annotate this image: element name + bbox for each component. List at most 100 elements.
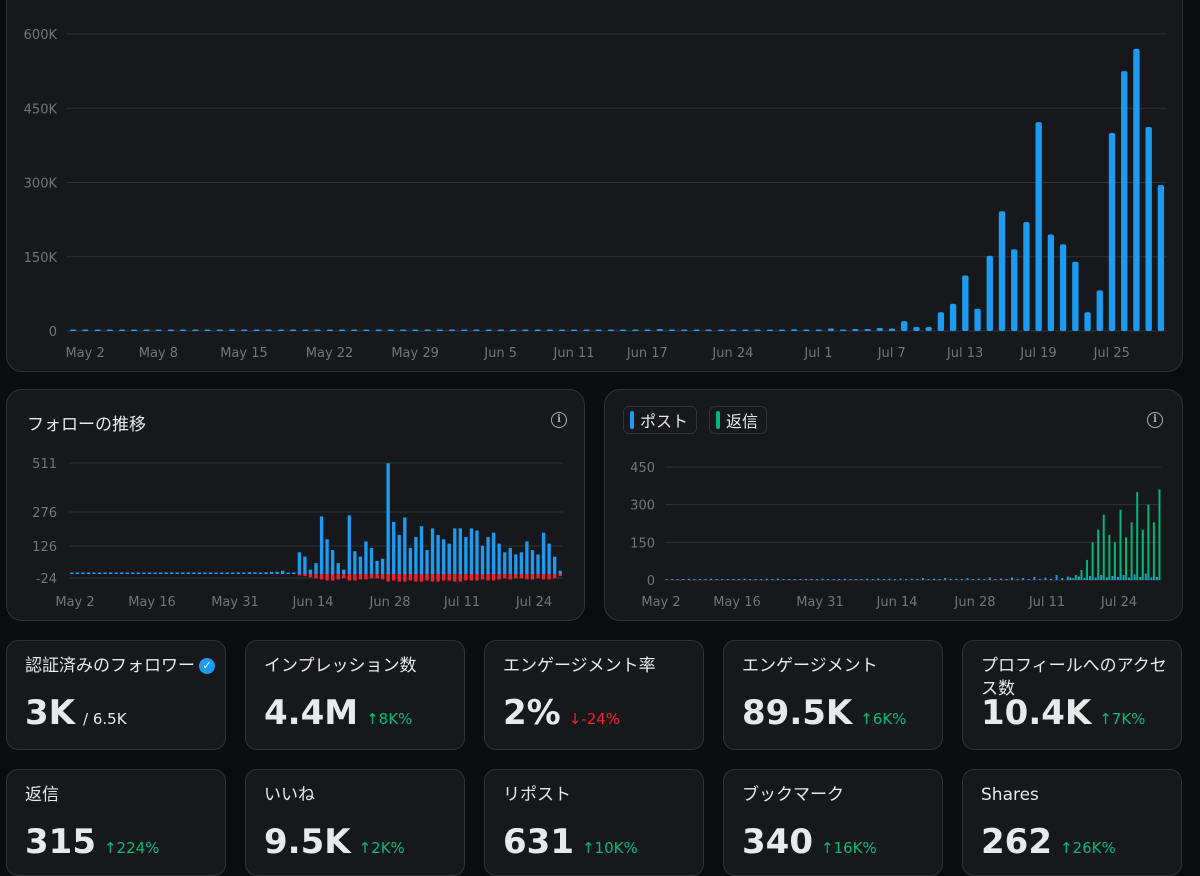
impressions-bar xyxy=(729,329,737,331)
post-bar xyxy=(972,579,975,580)
x-tick-label: Jun 24 xyxy=(711,346,753,361)
legend-post-swatch xyxy=(630,411,634,429)
reply-bar xyxy=(1125,537,1128,580)
post-bar xyxy=(916,579,919,580)
unfollow-bar xyxy=(464,574,468,581)
stat-card[interactable]: エンゲージメント 89.5K ↑6K% xyxy=(723,640,943,750)
stat-card[interactable]: リポスト 631 ↑10K% xyxy=(484,769,704,876)
x-tick-label: May 29 xyxy=(391,346,439,361)
post-bar xyxy=(732,579,735,580)
stat-label: インプレッション数 xyxy=(264,655,454,678)
follow-bar xyxy=(464,537,468,574)
impressions-bar xyxy=(363,329,370,331)
post-bar xyxy=(933,578,935,580)
stat-card[interactable]: Shares 262 ↑26K% xyxy=(962,769,1182,876)
impressions-bar xyxy=(949,303,957,331)
post-bar xyxy=(905,579,908,580)
follow-bar xyxy=(181,572,185,574)
impressions-bar xyxy=(681,329,688,331)
follow-bar xyxy=(275,571,279,574)
info-icon[interactable]: i xyxy=(1147,412,1163,428)
impressions-bar xyxy=(143,329,150,331)
unfollow-bar xyxy=(453,574,457,582)
reply-bar xyxy=(1119,509,1122,580)
impressions-bar xyxy=(314,329,321,331)
stat-card[interactable]: エンゲージメント率 2% ↓-24% xyxy=(484,640,704,750)
impressions-bar xyxy=(717,329,725,331)
stat-value-text: 631 xyxy=(503,822,574,862)
y-tick-label: 126 xyxy=(32,540,57,555)
unfollow-bar xyxy=(353,574,357,581)
post-bar xyxy=(687,578,690,580)
follow-bar xyxy=(436,534,440,574)
stat-value: 340 ↑16K% xyxy=(742,822,877,862)
follow-bar xyxy=(380,558,385,574)
stat-card[interactable]: ブックマーク 340 ↑16K% xyxy=(723,769,943,876)
impressions-bar xyxy=(864,329,871,331)
stat-card[interactable]: インプレッション数 4.4M ↑8K% xyxy=(245,640,465,750)
x-tick-label: Jun 5 xyxy=(483,346,517,361)
post-bar xyxy=(1116,576,1119,580)
reply-bar xyxy=(1080,569,1083,580)
post-bar xyxy=(676,579,679,580)
stat-label: エンゲージメント xyxy=(742,655,932,678)
follow-bar xyxy=(253,572,257,574)
unfollow-bar xyxy=(392,574,396,581)
unfollow-bar xyxy=(514,574,518,579)
post-bar xyxy=(715,579,718,580)
follow-bar xyxy=(75,572,79,574)
reply-bar xyxy=(1147,504,1150,580)
post-bar xyxy=(1061,577,1064,580)
follow-bar xyxy=(170,572,174,574)
follow-bar xyxy=(541,532,546,574)
impressions-bar xyxy=(338,329,346,331)
y-tick-label: 150 xyxy=(630,536,655,551)
follow-bar xyxy=(286,572,290,574)
impressions-bar xyxy=(387,329,395,331)
unfollow-bar xyxy=(303,574,307,577)
legend-post[interactable]: ポスト xyxy=(623,406,698,434)
post-bar xyxy=(1139,576,1142,580)
impressions-bar xyxy=(571,329,578,331)
post-bar xyxy=(737,579,740,580)
legend-reply[interactable]: 返信 xyxy=(709,406,768,434)
impressions-bar xyxy=(204,329,211,331)
stat-label: いいね xyxy=(264,784,454,807)
follow-bar xyxy=(203,572,207,574)
x-tick-label: May 31 xyxy=(796,595,844,610)
stat-change: ↓-24% xyxy=(568,710,621,728)
post-bar xyxy=(1038,578,1041,580)
stat-value: 4.4M ↑8K% xyxy=(264,693,412,733)
post-bar xyxy=(1050,578,1053,580)
post-bar xyxy=(1072,577,1075,580)
stat-label-text: Shares xyxy=(981,785,1039,805)
unfollow-bar xyxy=(536,574,540,579)
stat-value: 3K / 6.5K xyxy=(25,693,127,733)
stat-card[interactable]: プロフィールへのアクセス数 10.4K ↑7K% xyxy=(962,640,1182,750)
posts-chart: 450 300 150 0 May 2 May 16 May 31 Jun 14 Jun 28 J… xyxy=(630,461,1161,610)
follow-bar xyxy=(419,526,424,574)
unfollow-bar xyxy=(419,574,424,582)
x-tick-label: May 15 xyxy=(220,346,268,361)
post-bar xyxy=(743,578,746,580)
follow-bar xyxy=(330,550,335,574)
impressions-bar xyxy=(1121,71,1128,331)
followers-chart: 511 276 126 -24 May 2 May 16 May 31 Jun 14 Jun 2… xyxy=(32,457,563,610)
stat-card[interactable]: 返信 315 ↑224% xyxy=(6,769,226,876)
info-icon[interactable]: i xyxy=(551,412,567,428)
stat-value: 262 ↑26K% xyxy=(981,822,1116,862)
unfollow-bar xyxy=(530,574,535,580)
stat-card[interactable]: いいね 9.5K ↑2K% xyxy=(245,769,465,876)
unfollow-bar xyxy=(364,574,368,580)
impressions-bar xyxy=(705,329,712,331)
post-bar xyxy=(838,579,841,580)
impressions-bar xyxy=(986,255,993,331)
impressions-bar xyxy=(534,329,541,331)
stat-value: 315 ↑224% xyxy=(25,822,159,862)
follow-bar xyxy=(208,572,213,574)
post-bar xyxy=(927,579,930,580)
stat-card[interactable]: 認証済みのフォロワー ✓ 3K / 6.5K xyxy=(6,640,226,750)
impressions-bar xyxy=(619,329,627,331)
unfollow-bar xyxy=(369,574,374,579)
impressions-bar xyxy=(461,329,468,331)
